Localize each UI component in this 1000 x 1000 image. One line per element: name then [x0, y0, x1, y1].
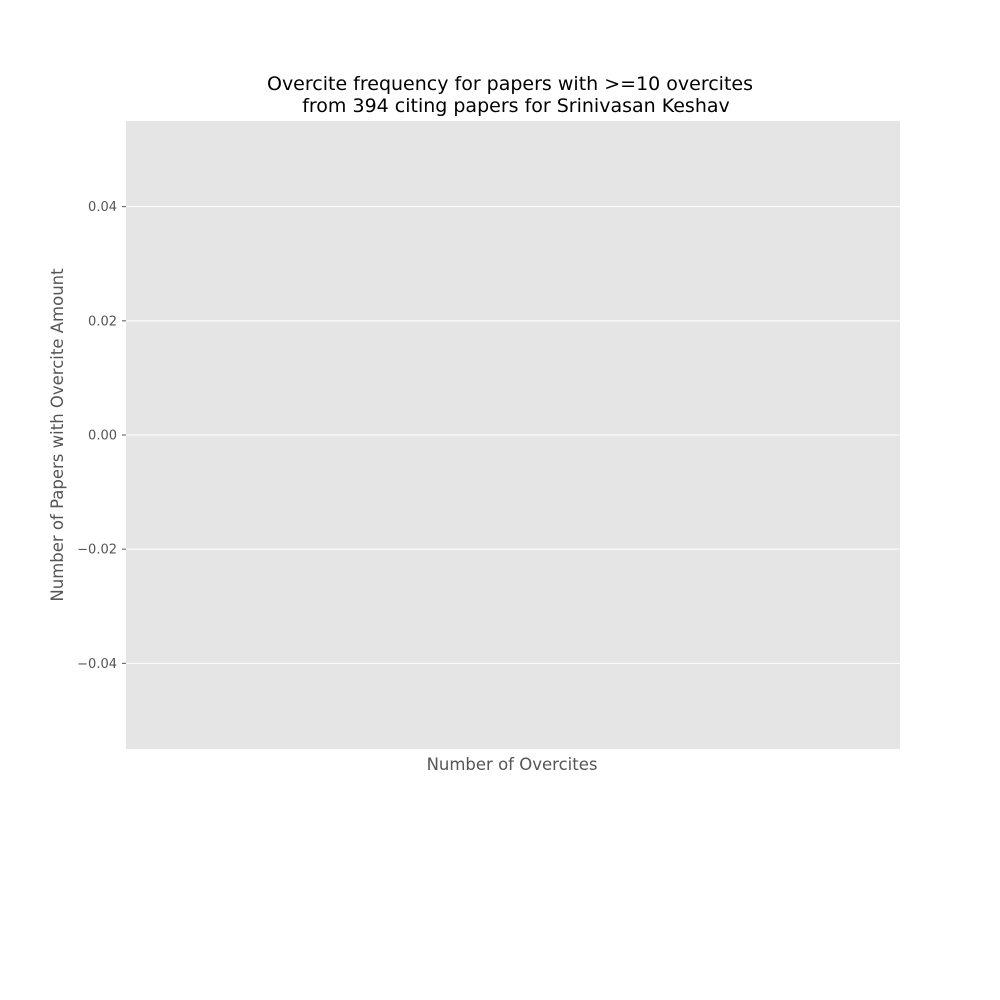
y-tick-label: −0.04 — [77, 657, 117, 672]
chart-title-line-2: from 394 citing papers for Srinivasan Ke… — [302, 95, 730, 117]
y-tick-label: 0.04 — [88, 200, 117, 215]
y-tick-label: −0.02 — [77, 543, 117, 558]
chart-title-line-1: Overcite frequency for papers with >=10 … — [267, 73, 753, 95]
y-axis-ticks: −0.04 −0.02 0.00 0.02 0.04 — [77, 200, 126, 672]
grid-lines — [126, 206, 900, 664]
y-tick-label: 0.00 — [88, 429, 117, 444]
x-axis-label: Number of Overcites — [427, 755, 598, 774]
y-axis-label: Number of Papers with Overcite Amount — [48, 268, 67, 602]
y-tick-label: 0.02 — [88, 314, 117, 329]
